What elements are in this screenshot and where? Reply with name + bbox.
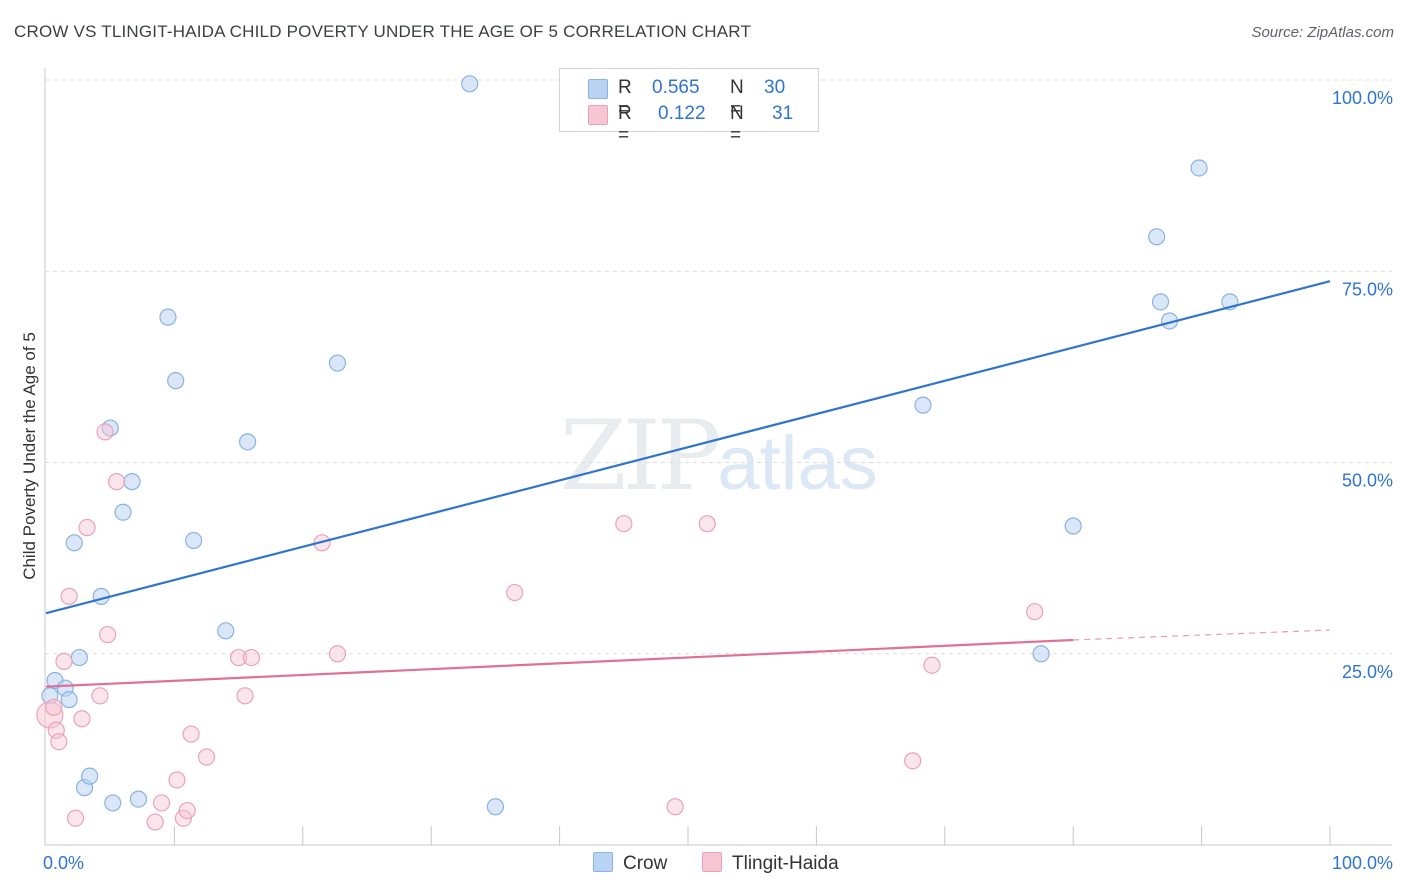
crow-point: [1064, 517, 1082, 535]
crow-trend-line: [45, 280, 1331, 615]
crow-point: [1032, 645, 1050, 663]
watermark: ZIPatlas: [560, 400, 878, 512]
crow-point: [129, 790, 148, 808]
legend-n-value: 31: [772, 103, 794, 124]
tlingit-point: [55, 652, 73, 671]
tlingit-point: [78, 518, 96, 537]
watermark-zip: ZIP: [560, 400, 721, 512]
y-tick-label: 75.0%: [1342, 279, 1393, 299]
tlingit-point: [73, 710, 91, 728]
crow-point: [65, 534, 83, 552]
legend-n-label: N =: [730, 103, 744, 146]
crow-point: [70, 648, 88, 667]
watermark-atlas: atlas: [717, 421, 878, 506]
crow-point: [486, 798, 504, 816]
crow-point: [1151, 293, 1170, 311]
tlingit-point: [236, 687, 254, 705]
bottom-legend-swatch-crow: [593, 852, 613, 872]
crow-point: [914, 396, 932, 414]
legend-r-label: R =: [618, 103, 632, 146]
tlingit-point: [230, 648, 248, 667]
bottom-legend-crow: Crow: [593, 852, 667, 875]
tlingit-point: [50, 733, 68, 751]
tlingit-point: [923, 656, 941, 674]
crow-point: [185, 531, 203, 550]
tlingit-point: [60, 587, 78, 605]
tlingit-trend-line: [45, 638, 1074, 688]
x-tick-label: 100.0%: [1332, 853, 1393, 873]
tlingit-point: [66, 809, 85, 827]
bottom-legend-label-crow: Crow: [623, 853, 668, 874]
crow-point: [1148, 228, 1166, 246]
axis-layer: [44, 68, 1392, 846]
tlingit-point: [91, 687, 109, 705]
x-tick-label: 0.0%: [43, 853, 84, 873]
tlingit-point: [96, 423, 114, 441]
tick-label-layer: 25.0% 50.0% 75.0% 100.0% 0.0% 100.0%: [43, 88, 1393, 873]
crow-point: [123, 473, 141, 491]
bottom-legend-tlingit: Tlingit-Haida: [702, 852, 839, 875]
bottom-legend-label-tlingit: Tlingit-Haida: [732, 853, 839, 874]
chart-title: CROW VS TLINGIT-HAIDA CHILD POVERTY UNDE…: [14, 22, 752, 41]
tlingit-point: [146, 813, 164, 831]
tlingit-point: [99, 626, 117, 644]
y-tick-label: 100.0%: [1332, 88, 1393, 108]
legend-r-value: 0.565: [652, 77, 700, 98]
tlingit-point: [182, 725, 200, 743]
chart-source: Source: ZipAtlas.com: [1251, 24, 1394, 41]
crow-point: [159, 308, 177, 326]
y-axis-label: Child Poverty Under the Age of 5: [20, 332, 39, 580]
tlingit-point: [168, 771, 186, 789]
crow-point: [328, 354, 347, 372]
crow-point: [60, 691, 78, 709]
crow-point: [217, 622, 235, 640]
correlation-legend: R = 0.565 N = 30 R = 0.122 N = 31: [559, 68, 819, 146]
legend-n-value: 30: [764, 77, 786, 98]
y-tick-label: 50.0%: [1342, 471, 1393, 491]
tlingit-point: [666, 798, 684, 816]
tlingit-point: [698, 515, 716, 533]
tlingit-point: [197, 748, 216, 766]
legend-r-value: 0.122: [658, 103, 706, 124]
tlingit-point: [242, 648, 261, 667]
tlingit-point: [328, 645, 347, 663]
crow-point: [114, 503, 132, 521]
legend-swatch-tlingit: [588, 105, 608, 125]
crow-point: [81, 767, 99, 785]
trend-layer: [45, 280, 1331, 688]
bottom-legend-swatch-tlingit: [702, 852, 722, 872]
grid-layer: [45, 79, 1392, 655]
tlingit-point: [1026, 603, 1044, 621]
tlingit-trend-extension: [1073, 629, 1331, 641]
tlingit-point: [178, 801, 196, 820]
crow-point: [104, 794, 122, 812]
legend-n-label: N =: [730, 77, 744, 120]
tlingit-point: [45, 698, 63, 716]
tlingit-points: [36, 423, 1044, 831]
tlingit-point: [506, 583, 524, 602]
crow-point: [461, 75, 479, 93]
crow-point: [1190, 159, 1208, 177]
crow-point: [238, 433, 257, 451]
tlingit-point: [108, 473, 126, 491]
tlingit-point: [615, 515, 633, 533]
legend-r-label: R =: [618, 77, 632, 120]
crow-point: [167, 372, 185, 390]
y-tick-label: 25.0%: [1342, 662, 1393, 682]
crow-points: [41, 75, 1239, 816]
tlingit-point: [904, 752, 922, 770]
tlingit-point: [152, 794, 171, 812]
legend-swatch-crow: [588, 79, 608, 99]
